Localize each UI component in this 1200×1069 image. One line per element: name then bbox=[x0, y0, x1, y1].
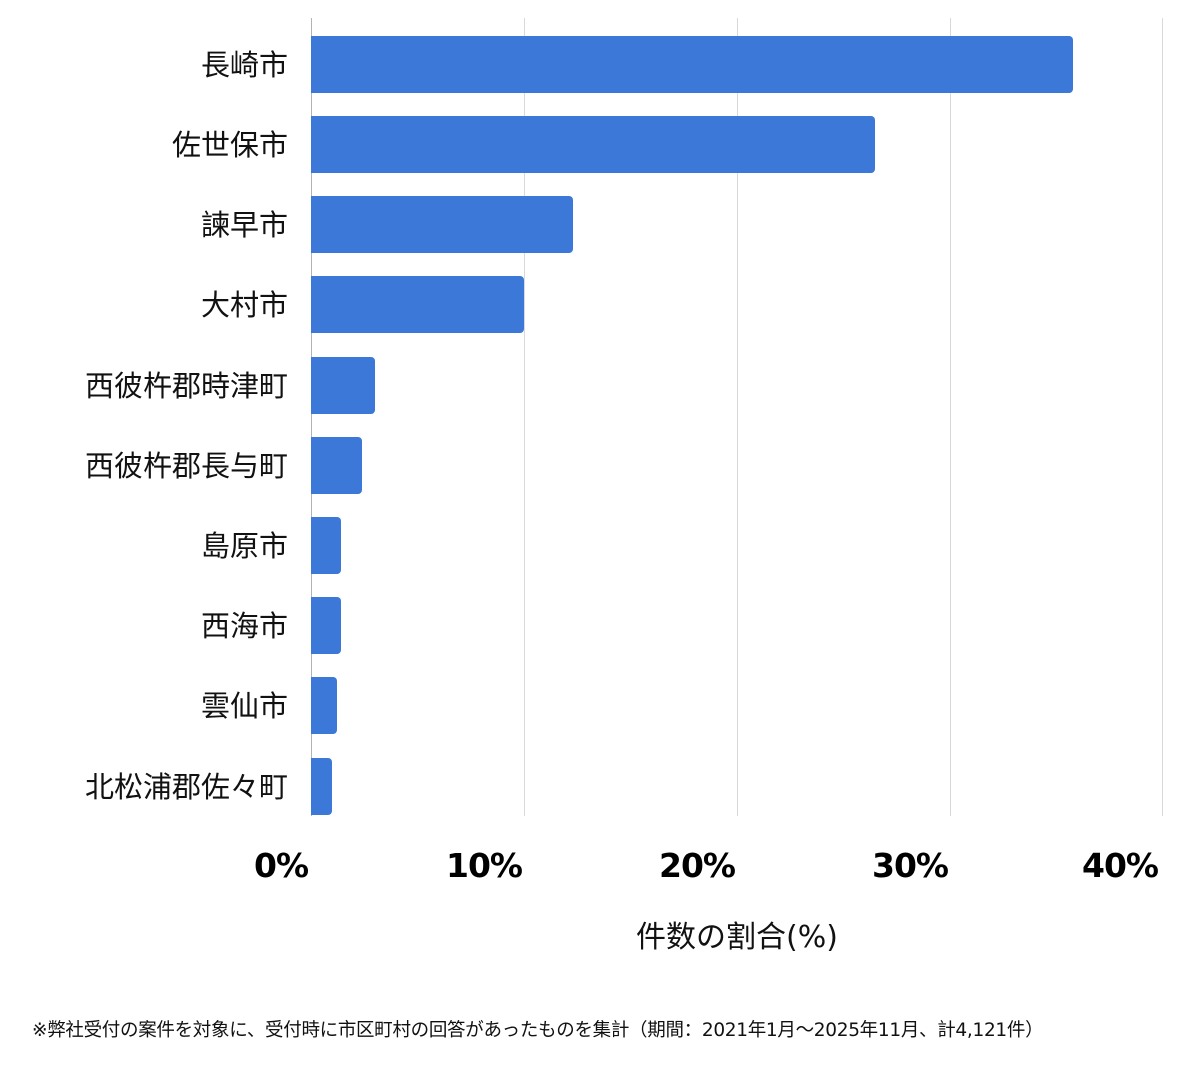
bar-row: 諫早市 bbox=[0, 196, 1200, 254]
gridline-10 bbox=[524, 18, 525, 816]
bar bbox=[311, 597, 341, 654]
bar-row: 雲仙市 bbox=[0, 677, 1200, 735]
category-label: 西海市 bbox=[200, 609, 288, 643]
x-tick-label: 0% bbox=[253, 846, 309, 885]
bar-row: 長崎市 bbox=[0, 36, 1200, 94]
category-label: 諫早市 bbox=[200, 208, 288, 242]
category-label: 西彼杵郡時津町 bbox=[84, 369, 288, 403]
category-label: 雲仙市 bbox=[200, 689, 288, 723]
bar bbox=[311, 677, 337, 734]
bar bbox=[311, 196, 573, 253]
category-label: 佐世保市 bbox=[171, 128, 288, 162]
bar bbox=[311, 437, 363, 494]
x-tick-label: 20% bbox=[659, 846, 736, 885]
bar bbox=[311, 276, 524, 333]
category-label: 長崎市 bbox=[200, 48, 288, 82]
y-axis-line bbox=[311, 18, 312, 816]
bar-row: 北松浦郡佐々町 bbox=[0, 758, 1200, 816]
x-axis-title: 件数の割合(%) bbox=[636, 920, 838, 955]
bar-row: 西海市 bbox=[0, 597, 1200, 655]
horizontal-bar-chart: 長崎市 佐世保市 諫早市 大村市 西彼杵郡時津町 西彼杵郡長与町 島原市 西海市… bbox=[0, 18, 1200, 955]
bar bbox=[311, 357, 375, 414]
bar bbox=[311, 758, 333, 815]
bar-row: 佐世保市 bbox=[0, 116, 1200, 174]
bar-row: 島原市 bbox=[0, 517, 1200, 575]
gridline-20 bbox=[737, 18, 738, 816]
x-tick-label: 40% bbox=[1082, 846, 1159, 885]
bar-row: 西彼杵郡時津町 bbox=[0, 357, 1200, 415]
category-label: 大村市 bbox=[200, 288, 288, 322]
footnote: ※弊社受付の案件を対象に、受付時に市区町村の回答があったものを集計（期間：202… bbox=[32, 1020, 1044, 1041]
bar bbox=[311, 116, 875, 173]
x-tick-label: 10% bbox=[446, 846, 523, 885]
gridline-40 bbox=[1162, 18, 1163, 816]
bar-row: 西彼杵郡長与町 bbox=[0, 437, 1200, 495]
category-label: 西彼杵郡長与町 bbox=[84, 449, 288, 483]
category-label: 島原市 bbox=[200, 529, 288, 563]
gridline-30 bbox=[950, 18, 951, 816]
x-tick-label: 30% bbox=[872, 846, 949, 885]
category-label: 北松浦郡佐々町 bbox=[84, 770, 288, 804]
bar bbox=[311, 36, 1073, 93]
bar bbox=[311, 517, 341, 574]
bar-row: 大村市 bbox=[0, 276, 1200, 334]
